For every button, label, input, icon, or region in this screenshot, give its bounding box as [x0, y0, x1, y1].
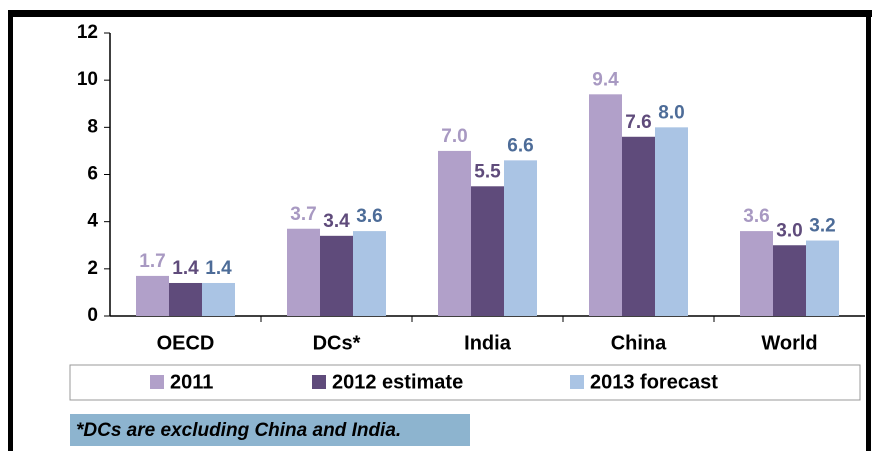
value-label: 8.0 — [658, 102, 684, 123]
bar — [740, 231, 773, 316]
legend-swatch — [312, 375, 326, 389]
x-tick-label: OECD — [157, 332, 215, 354]
y-tick-label: 4 — [87, 211, 98, 232]
value-label: 3.7 — [290, 204, 316, 225]
border-right — [866, 10, 871, 451]
x-tick-label: India — [464, 332, 512, 354]
legend-swatch — [150, 375, 164, 389]
legend-swatch — [570, 375, 584, 389]
bar — [471, 186, 504, 316]
bar — [504, 160, 537, 316]
value-label: 7.6 — [625, 112, 651, 133]
bar — [320, 235, 353, 316]
border-left — [8, 10, 13, 451]
value-label: 1.4 — [205, 258, 232, 279]
y-tick-label: 12 — [77, 22, 98, 43]
footnote-box — [70, 414, 470, 446]
legend-label: 2013 forecast — [590, 371, 718, 393]
value-label: 3.4 — [323, 211, 350, 232]
value-label: 5.5 — [474, 161, 501, 182]
bar — [806, 240, 839, 316]
y-tick-label: 0 — [87, 305, 98, 326]
bar — [136, 275, 169, 316]
bar — [287, 228, 320, 316]
bar — [169, 282, 202, 316]
value-label: 7.0 — [441, 126, 467, 147]
bar — [773, 245, 806, 316]
legend-box — [69, 364, 861, 401]
bar — [589, 94, 622, 316]
value-label: 3.0 — [776, 220, 802, 241]
footnote: *DCs are excluding China and India. — [76, 420, 401, 441]
bar — [202, 282, 235, 316]
y-tick-label: 8 — [87, 116, 98, 137]
bar — [622, 136, 655, 316]
value-label: 9.4 — [592, 69, 619, 90]
x-tick-label: China — [611, 332, 667, 354]
bar — [353, 231, 386, 316]
value-label: 3.6 — [356, 206, 382, 227]
x-tick-label: World — [761, 332, 817, 354]
value-label: 1.7 — [139, 251, 165, 272]
legend-label: 2012 estimate — [332, 371, 463, 393]
bar — [438, 150, 471, 316]
y-tick-label: 6 — [87, 164, 98, 185]
value-label: 1.4 — [172, 258, 199, 279]
border-top — [8, 10, 872, 17]
y-tick-label: 10 — [77, 69, 98, 90]
bar — [655, 127, 688, 316]
value-label: 6.6 — [507, 135, 533, 156]
y-tick-label: 2 — [87, 258, 98, 279]
x-tick-label: DCs* — [313, 332, 361, 354]
legend-label: 2011 — [170, 371, 213, 393]
value-label: 3.2 — [809, 216, 835, 237]
value-label: 3.6 — [743, 206, 769, 227]
